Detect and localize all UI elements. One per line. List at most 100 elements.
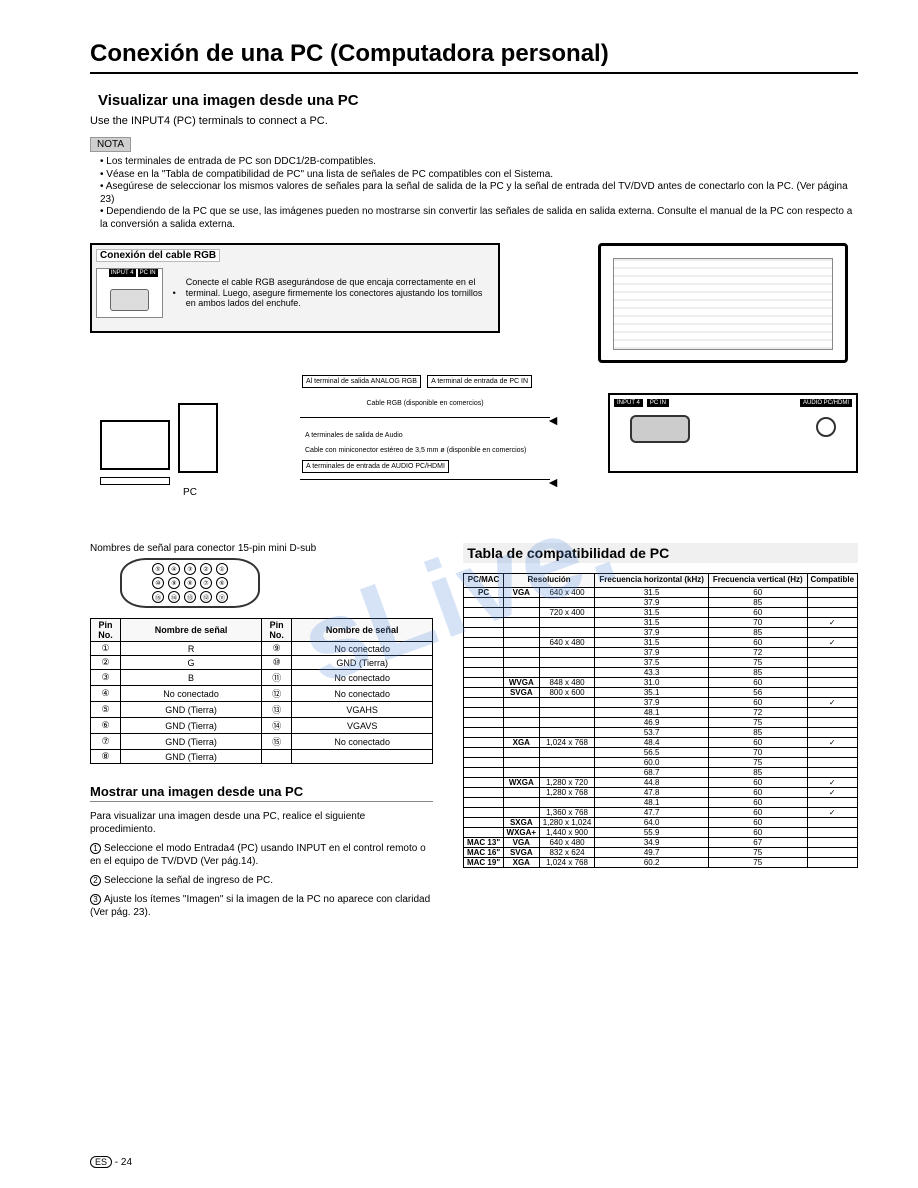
pin-th: Pin No. [91, 619, 121, 642]
footer-lang: ES [90, 1156, 112, 1168]
table-cell: ⑮ [262, 734, 292, 750]
table-row: ③B⑪No conectado [91, 670, 433, 686]
table-cell: 37.9 [595, 627, 709, 637]
table-row: 60.075 [464, 757, 858, 767]
table-cell: MAC 16" [464, 847, 504, 857]
table-cell [807, 687, 858, 697]
table-cell: 75 [709, 857, 807, 867]
table-cell [503, 717, 539, 727]
table-cell [539, 627, 595, 637]
table-cell: 56.5 [595, 747, 709, 757]
table-cell: No conectado [292, 734, 433, 750]
table-cell: ⑭ [262, 718, 292, 734]
table-cell: WXGA+ [503, 827, 539, 837]
table-cell: SXGA [503, 817, 539, 827]
table-cell [807, 817, 858, 827]
table-cell [807, 797, 858, 807]
table-cell [464, 617, 504, 627]
table-cell: 75 [709, 657, 807, 667]
table-cell: 60 [709, 677, 807, 687]
label-audio-out: A terminales de salida de Audio [302, 430, 406, 441]
table-row: WXGA+1,440 x 90055.960 [464, 827, 858, 837]
table-row: 48.160 [464, 797, 858, 807]
table-cell [464, 597, 504, 607]
table-cell [539, 757, 595, 767]
cable-labels: Al terminal de salida ANALOG RGB A termi… [300, 373, 550, 484]
table-cell: ✓ [807, 697, 858, 707]
proc-step: Seleccione el modo Entrada4 (PC) usando … [90, 843, 426, 867]
table-cell [503, 767, 539, 777]
table-cell: 1,280 x 768 [539, 787, 595, 797]
table-cell: R [121, 642, 262, 656]
table-cell [807, 647, 858, 657]
table-cell: 72 [709, 647, 807, 657]
table-row: 37.960✓ [464, 697, 858, 707]
table-row: 56.570 [464, 747, 858, 757]
comp-table-title: Tabla de compatibilidad de PC [463, 543, 858, 563]
pc-sketch: PC [100, 403, 280, 503]
table-cell [807, 627, 858, 637]
table-cell: 47.8 [595, 787, 709, 797]
label-analog-out: Al terminal de salida ANALOG RGB [302, 375, 421, 388]
table-cell: ⑥ [91, 718, 121, 734]
table-cell: VGAVS [292, 718, 433, 734]
footer-page: - 24 [115, 1157, 132, 1168]
step-number: 1 [90, 843, 101, 854]
table-cell: XGA [503, 857, 539, 867]
table-row: 46.975 [464, 717, 858, 727]
connection-diagram: Conexión del cable RGB INPUT 4PC IN • Co… [90, 243, 858, 533]
table-cell [807, 727, 858, 737]
table-cell [503, 797, 539, 807]
table-cell: ⑩ [262, 656, 292, 670]
table-cell: 75 [709, 757, 807, 767]
table-cell: 1,440 x 900 [539, 827, 595, 837]
table-cell: 35.1 [595, 687, 709, 697]
table-cell [464, 637, 504, 647]
note-item: Véase en la "Tabla de compatibilidad de … [100, 169, 858, 182]
page-title: Conexión de una PC (Computadora personal… [90, 40, 858, 74]
table-cell [807, 717, 858, 727]
table-cell [464, 647, 504, 657]
port-label: PC IN [138, 269, 158, 277]
table-row: 68.785 [464, 767, 858, 777]
table-cell [539, 727, 595, 737]
table-cell: GND (Tierra) [292, 656, 433, 670]
table-cell: 48.4 [595, 737, 709, 747]
table-cell [464, 757, 504, 767]
table-cell: 60.2 [595, 857, 709, 867]
table-cell: GND (Tierra) [121, 702, 262, 718]
table-cell [503, 727, 539, 737]
table-cell: G [121, 656, 262, 670]
table-cell [539, 707, 595, 717]
table-cell: 68.7 [595, 767, 709, 777]
table-row: 31.570✓ [464, 617, 858, 627]
table-cell: 60 [709, 807, 807, 817]
table-cell [464, 787, 504, 797]
table-row: ⑧GND (Tierra) [91, 750, 433, 764]
table-cell: 48.1 [595, 797, 709, 807]
table-cell: 1,280 x 1,024 [539, 817, 595, 827]
table-cell: 72 [709, 707, 807, 717]
table-cell [503, 667, 539, 677]
table-cell [807, 607, 858, 617]
table-cell: 60 [709, 797, 807, 807]
table-row: 48.172 [464, 707, 858, 717]
table-cell: 640 x 480 [539, 837, 595, 847]
table-row: 37.972 [464, 647, 858, 657]
table-cell [807, 857, 858, 867]
table-cell: 31.5 [595, 587, 709, 597]
table-row: 1,360 x 76847.760✓ [464, 807, 858, 817]
table-cell: B [121, 670, 262, 686]
table-row: SVGA800 x 60035.156 [464, 687, 858, 697]
table-row: 37.575 [464, 657, 858, 667]
note-item: Los terminales de entrada de PC son DDC1… [100, 156, 858, 169]
table-cell [464, 677, 504, 687]
table-cell: 37.9 [595, 597, 709, 607]
proc-intro: Para visualizar una imagen desde una PC,… [90, 810, 433, 836]
table-cell: ✓ [807, 617, 858, 627]
table-row: 37.985 [464, 597, 858, 607]
table-cell: 1,024 x 768 [539, 737, 595, 747]
table-cell: ③ [91, 670, 121, 686]
table-cell [464, 667, 504, 677]
table-cell: 31.5 [595, 637, 709, 647]
